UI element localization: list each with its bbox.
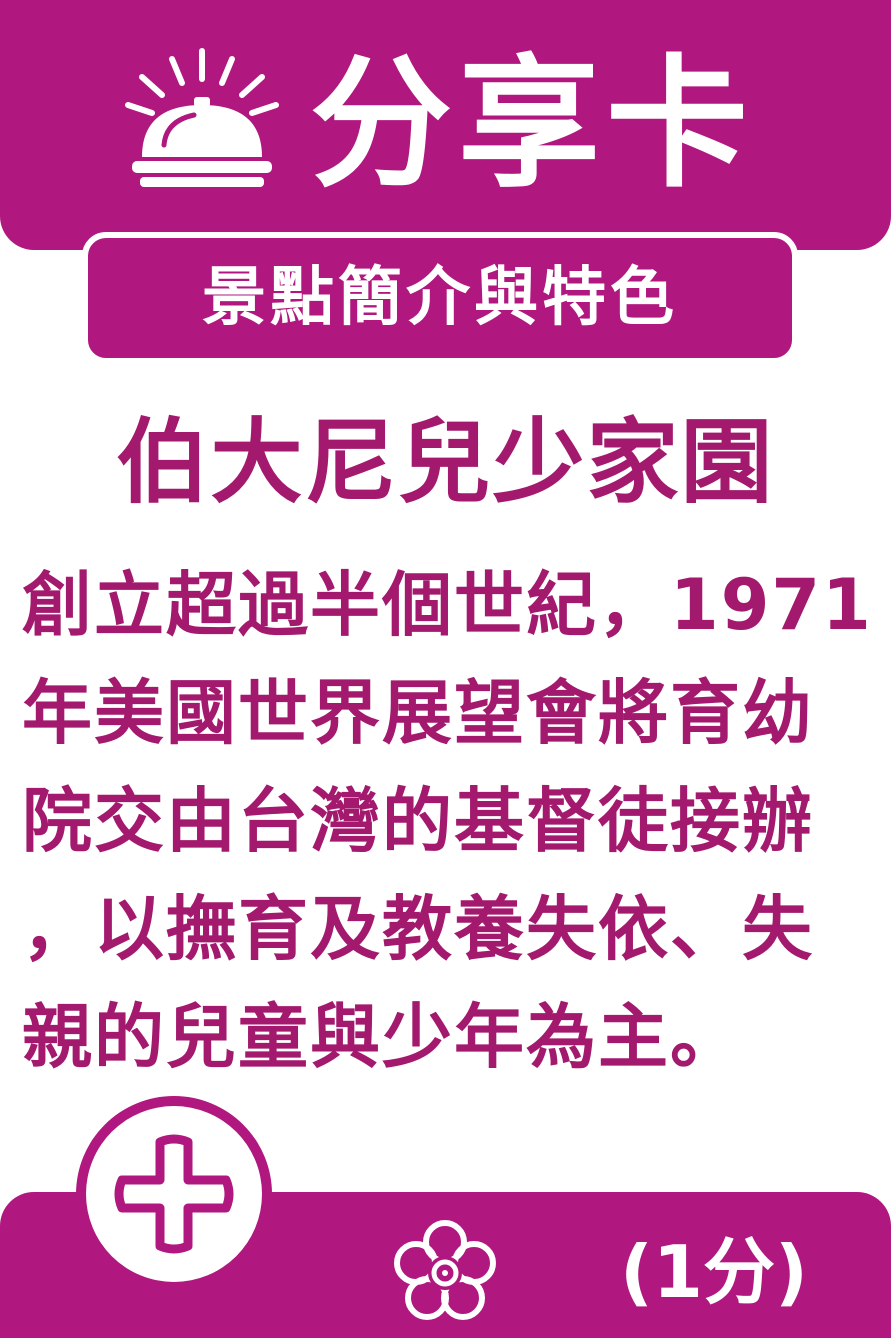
description-line: ，以撫育及教養失依、失 [22, 888, 814, 970]
place-description: 創立超過半個世紀，1971 年美國世界展望會將育幼 院交由台灣的基督徒接辦 ，以… [22, 560, 877, 1100]
service-bell-icon [125, 48, 279, 187]
description-line: 親的兒童與少年為主。 [22, 996, 742, 1078]
plus-icon [114, 1134, 234, 1254]
description-line: 年美國世界展望會將育幼 [22, 672, 814, 754]
points-label: (1分) [620, 1230, 808, 1314]
flower-icon [394, 1220, 496, 1320]
section-banner: 景點簡介與特色 [82, 232, 798, 364]
section-title: 景點簡介與特色 [202, 261, 678, 335]
card-header: 分享卡 [0, 0, 891, 250]
place-name: 伯大尼兒少家園 [116, 409, 775, 516]
plus-badge-inner [86, 1106, 262, 1282]
card-title: 分享卡 [310, 42, 754, 207]
description-line: 院交由台灣的基督徒接辦 [22, 780, 814, 862]
description-line: 創立超過半個世紀，1971 [22, 564, 873, 646]
plus-badge [76, 1096, 272, 1292]
